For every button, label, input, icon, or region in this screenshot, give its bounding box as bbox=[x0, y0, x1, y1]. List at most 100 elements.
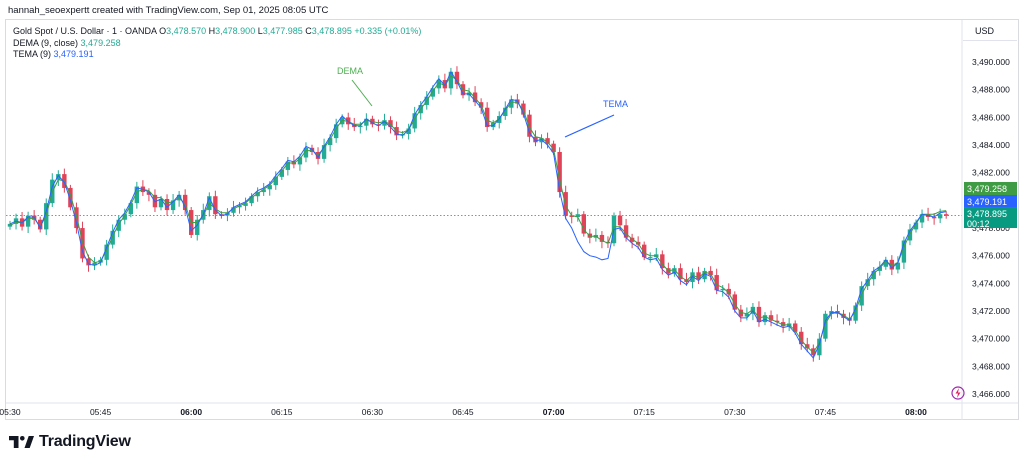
candle-body bbox=[303, 147, 309, 158]
x-tick-label: 07:00 bbox=[543, 407, 565, 417]
candle-body bbox=[333, 124, 339, 139]
candle-body bbox=[551, 143, 556, 152]
candle-body bbox=[146, 192, 152, 195]
candle-body bbox=[889, 259, 895, 270]
candle-body bbox=[895, 262, 901, 270]
lightning-icon-bolt bbox=[955, 388, 961, 398]
candle-body bbox=[110, 230, 115, 245]
candle-body bbox=[931, 216, 937, 219]
candle-body bbox=[708, 270, 713, 276]
candle-body bbox=[629, 237, 635, 242]
candle-body bbox=[297, 157, 303, 165]
dema-price-tag: 3,479.258 bbox=[964, 182, 1017, 195]
candle-body bbox=[285, 161, 291, 170]
candle-body bbox=[913, 222, 919, 230]
candle-body bbox=[279, 169, 284, 177]
x-tick-label: 07:30 bbox=[724, 407, 746, 417]
legend-dema-label: DEMA (9, close) bbox=[13, 38, 79, 48]
y-tick-label: 3,468.000 bbox=[972, 361, 1010, 371]
candle-body bbox=[817, 338, 822, 356]
candle-body bbox=[170, 200, 176, 211]
candle-body bbox=[841, 313, 846, 318]
candle-body bbox=[255, 192, 260, 197]
candle-body bbox=[448, 71, 454, 89]
candle-body bbox=[859, 286, 864, 306]
candle-body bbox=[430, 88, 435, 97]
x-tick-label: 07:15 bbox=[634, 407, 656, 417]
legend-tema[interactable]: TEMA (9) 3,479.191 bbox=[13, 49, 94, 59]
x-tick-label: 05:30 bbox=[0, 407, 21, 417]
x-tick-label: 07:45 bbox=[815, 407, 837, 417]
candle-body bbox=[442, 80, 448, 89]
candle-body bbox=[799, 331, 804, 345]
candle-body bbox=[714, 275, 719, 291]
tradingview-logo-icon bbox=[9, 436, 34, 448]
legend-high-value: 3,478.900 bbox=[215, 26, 256, 36]
annotation-dema-arrow bbox=[351, 79, 373, 107]
candle-body bbox=[38, 219, 43, 230]
candle-body bbox=[877, 266, 882, 271]
candle-body bbox=[68, 187, 73, 208]
candle-body bbox=[412, 113, 417, 129]
candle-body bbox=[919, 214, 925, 223]
legend-low-label: L bbox=[257, 26, 263, 36]
candle-body bbox=[744, 313, 750, 317]
legend-high-label: H bbox=[208, 26, 216, 36]
tradingview-brand[interactable]: TradingView bbox=[9, 433, 131, 451]
candle-body bbox=[321, 145, 327, 159]
candle-body bbox=[774, 320, 780, 323]
candle-body bbox=[756, 306, 762, 323]
candle-body bbox=[213, 196, 218, 215]
candle-body bbox=[599, 234, 605, 242]
candle-body bbox=[720, 288, 725, 291]
candle-body bbox=[237, 205, 242, 208]
candle-body bbox=[762, 315, 768, 323]
candle-body bbox=[780, 322, 786, 327]
legend-close-value: 3,478.895 bbox=[311, 26, 352, 36]
legend-instrument[interactable]: Gold Spot / U.S. Dollar · 1 · OANDA bbox=[13, 26, 157, 36]
y-tick-label: 3,474.000 bbox=[972, 278, 1010, 288]
candle-body bbox=[92, 262, 97, 266]
y-tick-label: 3,470.000 bbox=[972, 334, 1010, 344]
currency-divider bbox=[963, 40, 1017, 41]
candle-body bbox=[623, 225, 629, 238]
x-tick-label: 06:15 bbox=[271, 407, 293, 417]
candle-body bbox=[545, 138, 550, 144]
candle-body bbox=[104, 244, 109, 260]
x-tick-label: 06:00 bbox=[180, 407, 202, 417]
candle-body bbox=[937, 214, 943, 219]
candle-body bbox=[853, 305, 858, 321]
x-tick-label: 08:00 bbox=[905, 407, 927, 417]
candle-body bbox=[128, 203, 133, 215]
candle-body bbox=[134, 186, 140, 204]
x-tick-label: 06:45 bbox=[452, 407, 474, 417]
candle-body bbox=[243, 203, 248, 206]
candle-body bbox=[315, 151, 321, 159]
candle-body bbox=[182, 194, 188, 211]
candle-body bbox=[327, 138, 333, 146]
candle-body bbox=[642, 244, 647, 258]
candle-body bbox=[436, 80, 442, 89]
candle-body bbox=[569, 215, 574, 217]
candle-body bbox=[249, 196, 254, 204]
lightning-icon[interactable] bbox=[951, 386, 965, 400]
candle-body bbox=[25, 215, 31, 227]
candle-body bbox=[793, 323, 798, 332]
candles-group bbox=[7, 66, 949, 362]
legend-dema[interactable]: DEMA (9, close) 3,479.258 bbox=[13, 38, 121, 48]
y-tick-label: 3,488.000 bbox=[972, 85, 1010, 95]
currency-label[interactable]: USD bbox=[975, 26, 995, 36]
candle-body bbox=[871, 270, 876, 280]
y-tick-label: 3,476.000 bbox=[972, 251, 1010, 261]
candle-body bbox=[823, 313, 828, 339]
x-tick-label: 06:30 bbox=[362, 407, 384, 417]
last-price-value: 3,478.895 bbox=[967, 209, 1008, 219]
candle-body bbox=[503, 107, 508, 117]
legend-open-label: O bbox=[159, 26, 167, 36]
candle-body bbox=[116, 219, 121, 231]
candle-body bbox=[672, 268, 677, 274]
chart-frame[interactable] bbox=[5, 19, 1019, 420]
candle-body bbox=[56, 174, 61, 180]
candle-body bbox=[261, 189, 266, 193]
